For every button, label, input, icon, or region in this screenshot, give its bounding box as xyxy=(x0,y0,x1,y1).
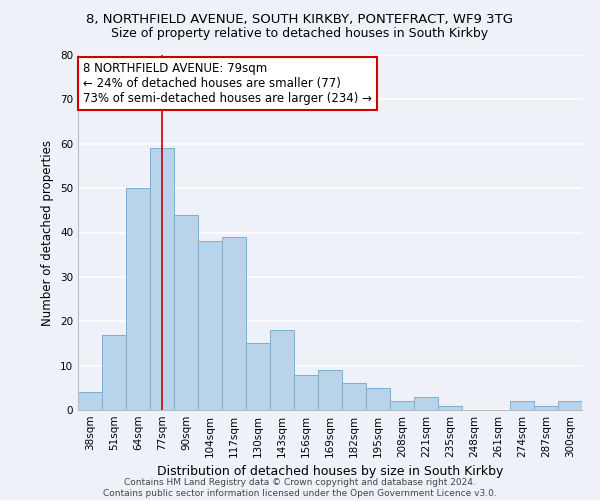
Bar xyxy=(150,148,174,410)
Bar xyxy=(246,344,270,410)
Bar xyxy=(294,374,318,410)
Bar xyxy=(534,406,558,410)
X-axis label: Distribution of detached houses by size in South Kirkby: Distribution of detached houses by size … xyxy=(157,466,503,478)
Bar xyxy=(390,401,414,410)
Bar xyxy=(342,384,366,410)
Bar xyxy=(198,242,222,410)
Text: Size of property relative to detached houses in South Kirkby: Size of property relative to detached ho… xyxy=(112,28,488,40)
Bar xyxy=(270,330,294,410)
Bar xyxy=(558,401,582,410)
Bar xyxy=(174,215,198,410)
Bar xyxy=(78,392,102,410)
Text: Contains HM Land Registry data © Crown copyright and database right 2024.
Contai: Contains HM Land Registry data © Crown c… xyxy=(103,478,497,498)
Bar xyxy=(438,406,462,410)
Bar xyxy=(126,188,150,410)
Y-axis label: Number of detached properties: Number of detached properties xyxy=(41,140,55,326)
Text: 8 NORTHFIELD AVENUE: 79sqm
← 24% of detached houses are smaller (77)
73% of semi: 8 NORTHFIELD AVENUE: 79sqm ← 24% of deta… xyxy=(83,62,372,105)
Bar xyxy=(414,396,438,410)
Bar xyxy=(366,388,390,410)
Text: 8, NORTHFIELD AVENUE, SOUTH KIRKBY, PONTEFRACT, WF9 3TG: 8, NORTHFIELD AVENUE, SOUTH KIRKBY, PONT… xyxy=(86,12,514,26)
Bar xyxy=(510,401,534,410)
Bar xyxy=(318,370,342,410)
Bar xyxy=(102,334,126,410)
Bar xyxy=(222,237,246,410)
